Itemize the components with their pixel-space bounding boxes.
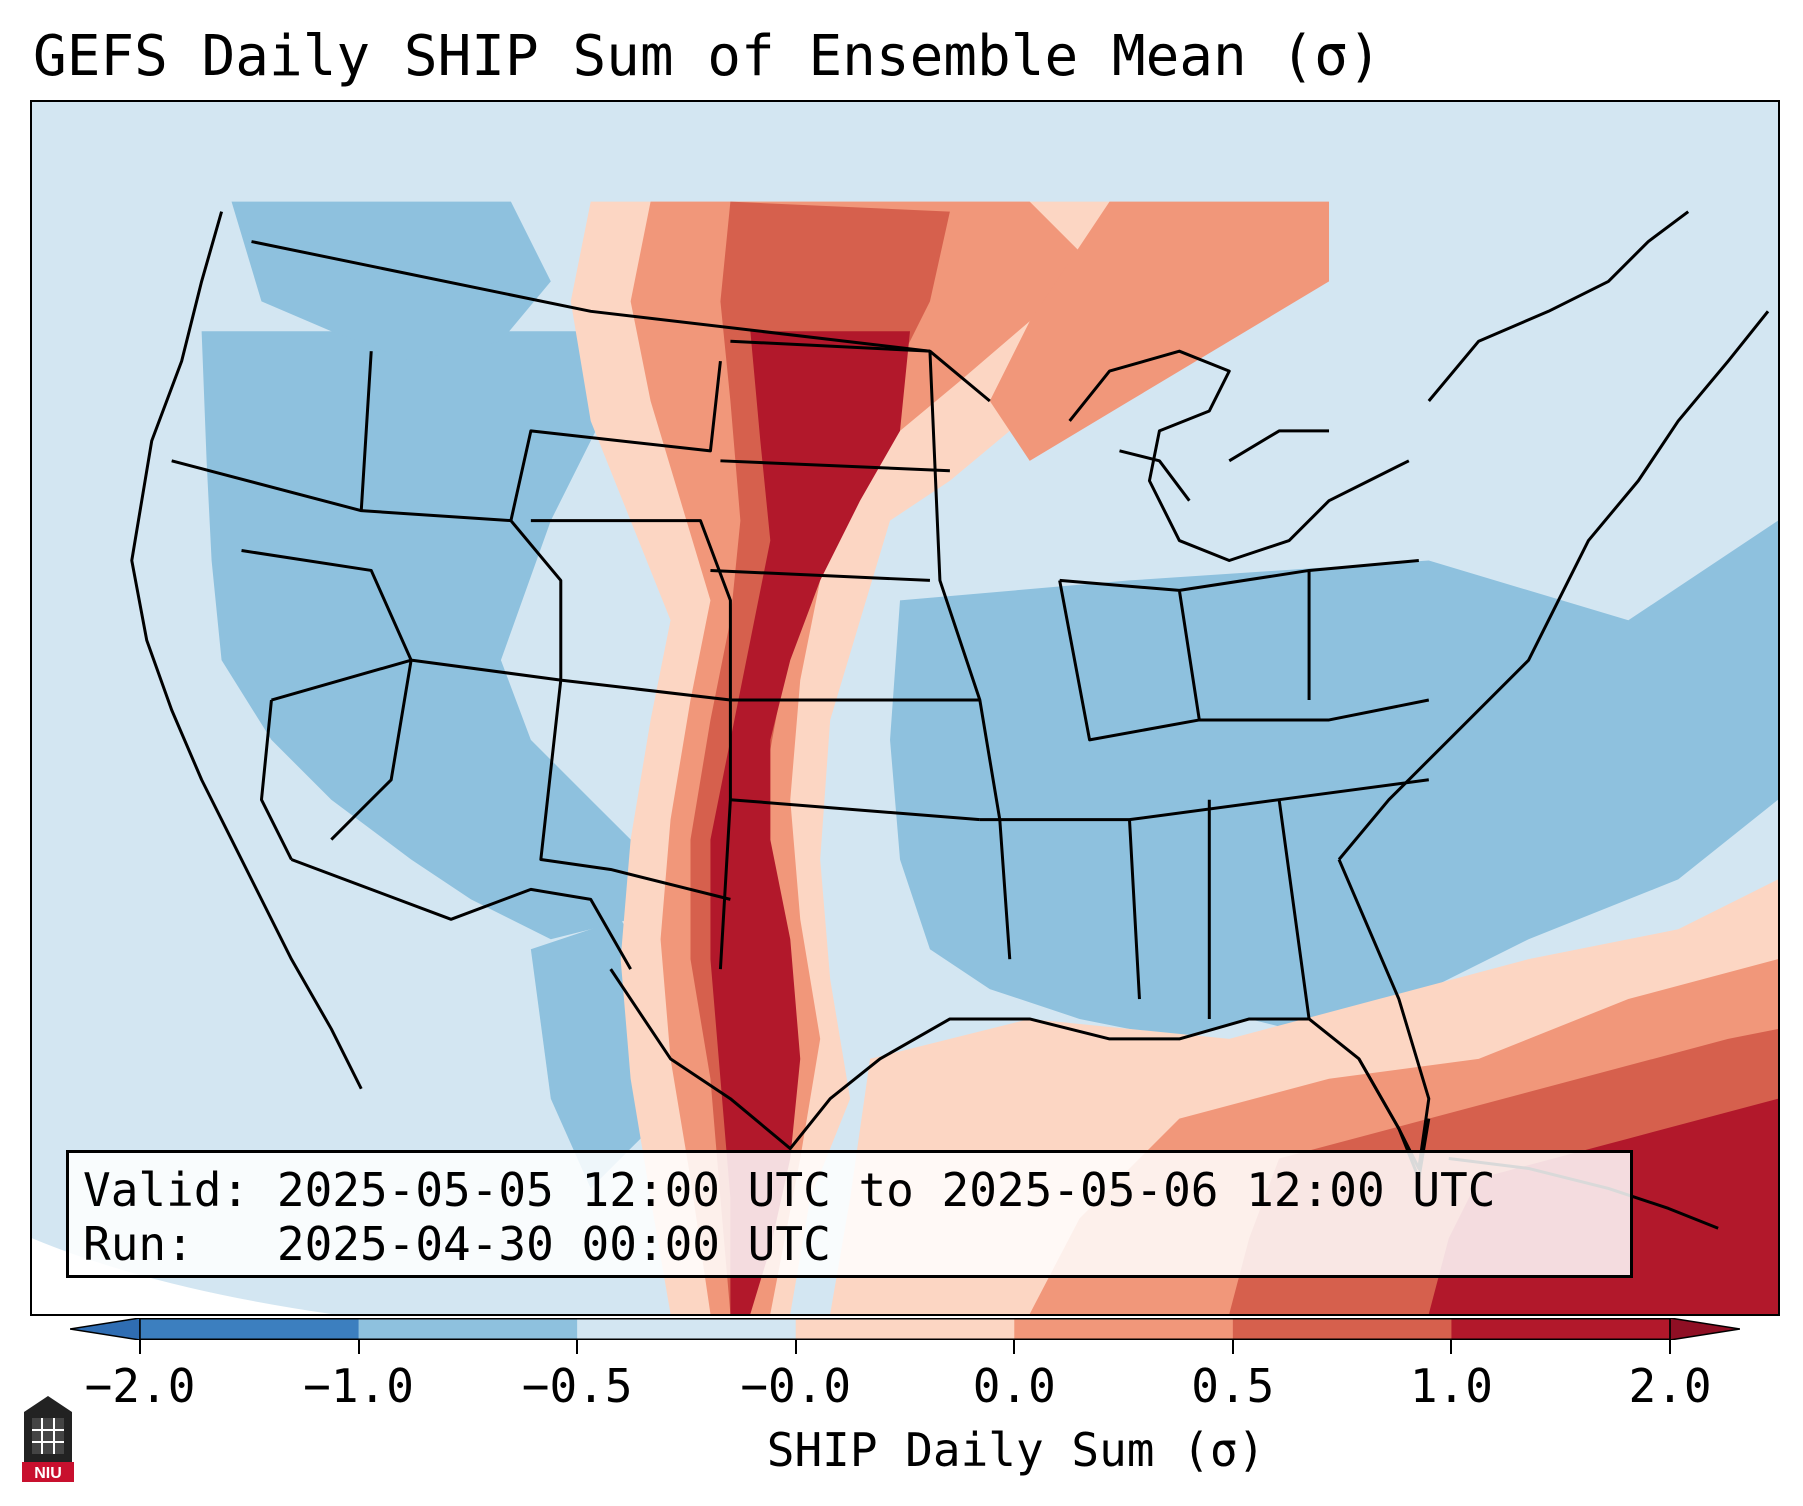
state-lines-east [928,351,1430,1020]
colorbar-swatch [1451,1318,1671,1340]
us-canada-border [251,240,991,403]
colorbar-swatch [795,1318,1015,1340]
colorbar [70,1318,1740,1340]
colorbar-swatch [1014,1318,1234,1340]
niu-logo: NIU [20,1392,76,1484]
colorbar-swatches [70,1318,1740,1340]
colorbar-over-extension [1669,1318,1740,1340]
colorbar-tick-label: 0.0 [972,1359,1056,1413]
valid-label: Valid: [83,1163,250,1217]
colorbar-tick-label: −2.0 [84,1359,196,1413]
colorbar-tick-label: 1.0 [1409,1359,1493,1413]
colorbar-under-extension [70,1318,141,1340]
colorbar-tick-label: 2.0 [1628,1359,1712,1413]
colorbar-tick-mark [357,1340,360,1354]
colorbar-swatch [140,1318,360,1340]
colorbar-swatch [577,1318,797,1340]
colorbar-tick-mark [1231,1340,1234,1354]
boundaries [130,210,1770,1230]
map-title: GEFS Daily SHIP Sum of Ensemble Mean (σ) [33,24,1382,89]
colorbar-tick-label: 0.5 [1191,1359,1275,1413]
colorbar-frame [139,1318,1671,1340]
colorbar-tick-label: −1.0 [303,1359,414,1413]
field-northwest-negative [231,201,551,362]
state-lines-west [171,351,732,901]
map-panel [30,100,1780,1316]
niu-logo-icon: NIU [22,1396,74,1482]
gulf-coastline [609,858,1431,1170]
colorbar-tick-label: −0.5 [521,1359,633,1413]
valid-value: 2025-05-05 12:00 UTC to 2025-05-06 12:00… [276,1163,1496,1217]
valid-run-info-box: Valid: 2025-05-05 12:00 UTC to 2025-05-0… [66,1150,1633,1278]
west-coastline [130,211,363,1090]
mexico-border [290,858,632,970]
state-lines-plains [710,339,980,970]
field-plains-positive-max [710,331,910,1314]
colorbar-tick-label: −0.0 [740,1359,852,1413]
colorbar-label: SHIP Daily Sum (σ) [766,1423,1266,1477]
colorbar-tick-mark [1450,1340,1453,1354]
domain-corner-lower-left [32,1238,332,1314]
colorbar-tick-mark [794,1340,797,1354]
ship-field-map [32,102,1778,1314]
run-label: Run: [83,1217,194,1271]
colorbar-tick-mark [1013,1340,1016,1354]
colorbar-tick-mark [139,1340,141,1354]
colorbar-tick-mark [1669,1340,1671,1354]
canada-east-coast [1427,210,1690,402]
field-east-negative [890,520,1778,1039]
valid-row: Valid: 2025-05-05 12:00 UTC to 2025-05-0… [83,1163,1616,1217]
colorbar-tick-mark [576,1340,579,1354]
run-row: Run: 2025-04-30 00:00 UTC [83,1217,1616,1271]
great-lakes-outline [1068,349,1410,562]
field-canada-positive [989,201,1330,461]
colorbar-swatch [358,1318,578,1340]
east-coastline [1337,310,1770,861]
run-value: 2025-04-30 00:00 UTC [276,1217,831,1271]
field-west-negative [201,331,651,940]
svg-text:NIU: NIU [34,1465,62,1482]
colorbar-swatch [1232,1318,1452,1340]
